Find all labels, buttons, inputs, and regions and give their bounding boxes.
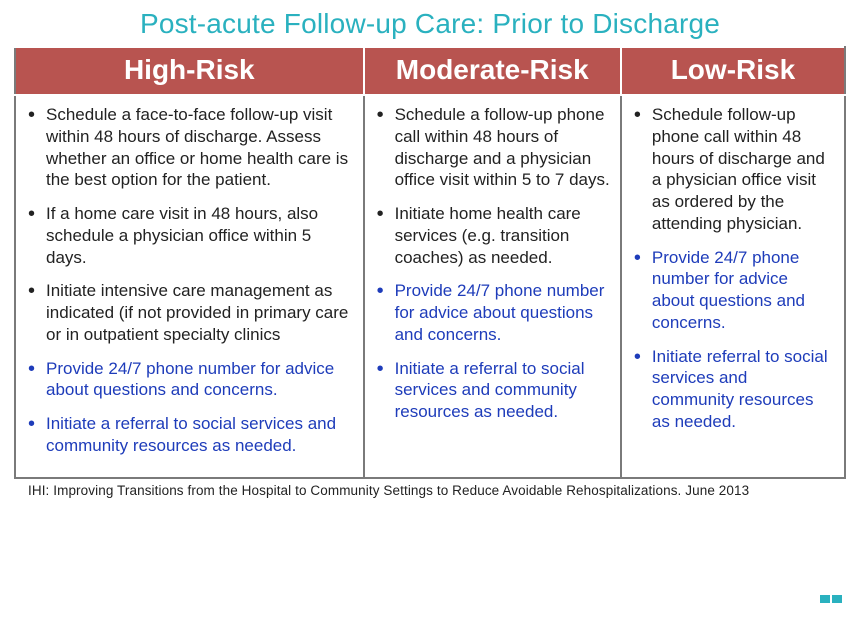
cell-moderate-risk: Schedule a follow-up phone call within 4…	[364, 95, 621, 478]
col-header-high-risk: High-Risk	[15, 47, 364, 95]
list-item: Schedule a follow-up phone call within 4…	[391, 104, 610, 191]
list-item: Provide 24/7 phone number for advice abo…	[42, 358, 353, 402]
list-item: Initiate a referral to social services a…	[42, 413, 353, 457]
bullet-list-low-risk: Schedule follow-up phone call within 48 …	[632, 104, 834, 433]
col-header-moderate-risk: Moderate-Risk	[364, 47, 621, 95]
table-body-row: Schedule a face-to-face follow-up visit …	[15, 95, 845, 478]
cell-low-risk: Schedule follow-up phone call within 48 …	[621, 95, 845, 478]
list-item: Initiate intensive care management as in…	[42, 280, 353, 345]
list-item: Initiate referral to social services and…	[648, 346, 834, 433]
page-title: Post-acute Follow-up Care: Prior to Disc…	[14, 8, 846, 40]
cell-high-risk: Schedule a face-to-face follow-up visit …	[15, 95, 364, 478]
table-header-row: High-Risk Moderate-Risk Low-Risk	[15, 47, 845, 95]
list-item: If a home care visit in 48 hours, also s…	[42, 203, 353, 268]
col-header-low-risk: Low-Risk	[621, 47, 845, 95]
list-item: Initiate a referral to social services a…	[391, 358, 610, 423]
accent-decoration	[820, 595, 842, 603]
list-item: Schedule a face-to-face follow-up visit …	[42, 104, 353, 191]
list-item: Schedule follow-up phone call within 48 …	[648, 104, 834, 235]
bullet-list-high-risk: Schedule a face-to-face follow-up visit …	[26, 104, 353, 457]
list-item: Initiate home health care services (e.g.…	[391, 203, 610, 268]
citation-text: IHI: Improving Transitions from the Hosp…	[14, 483, 846, 498]
slide-container: Post-acute Follow-up Care: Prior to Disc…	[0, 0, 860, 504]
risk-table: High-Risk Moderate-Risk Low-Risk Schedul…	[14, 46, 846, 479]
list-item: Provide 24/7 phone number for advice abo…	[648, 247, 834, 334]
bullet-list-moderate-risk: Schedule a follow-up phone call within 4…	[375, 104, 610, 423]
list-item: Provide 24/7 phone number for advice abo…	[391, 280, 610, 345]
